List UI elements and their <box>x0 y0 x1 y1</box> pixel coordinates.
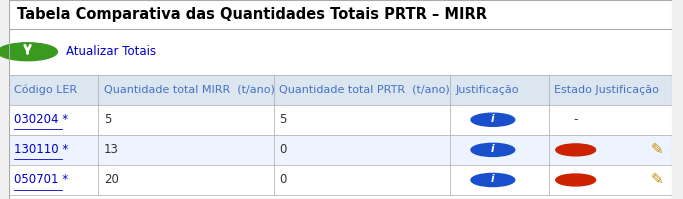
Circle shape <box>556 144 596 156</box>
Text: Justificação: Justificação <box>455 85 518 95</box>
FancyBboxPatch shape <box>98 135 274 165</box>
Circle shape <box>471 143 515 156</box>
Text: Tabela Comparativa das Quantidades Totais PRTR – MIRR: Tabela Comparativa das Quantidades Totai… <box>17 7 487 22</box>
FancyBboxPatch shape <box>9 135 98 165</box>
FancyBboxPatch shape <box>450 135 549 165</box>
FancyBboxPatch shape <box>9 165 98 195</box>
FancyBboxPatch shape <box>274 105 450 135</box>
Text: Quantidade total PRTR  (t/ano): Quantidade total PRTR (t/ano) <box>279 85 450 95</box>
FancyBboxPatch shape <box>549 105 672 135</box>
Text: i: i <box>491 174 494 184</box>
Text: ✎: ✎ <box>651 142 664 157</box>
Text: Código LER: Código LER <box>14 84 77 95</box>
FancyBboxPatch shape <box>274 165 450 195</box>
FancyBboxPatch shape <box>450 105 549 135</box>
Text: i: i <box>491 114 494 124</box>
Text: -: - <box>574 113 578 126</box>
Text: Estado Justificação: Estado Justificação <box>555 85 659 95</box>
FancyBboxPatch shape <box>274 75 450 105</box>
Text: 0: 0 <box>279 174 287 186</box>
Circle shape <box>0 43 57 61</box>
Text: 030204 *: 030204 * <box>14 113 68 126</box>
Text: i: i <box>491 144 494 154</box>
FancyBboxPatch shape <box>549 75 672 105</box>
FancyBboxPatch shape <box>9 105 98 135</box>
Text: 130110 *: 130110 * <box>14 143 68 156</box>
FancyBboxPatch shape <box>274 135 450 165</box>
Text: Atualizar Totais: Atualizar Totais <box>66 45 156 58</box>
FancyBboxPatch shape <box>549 165 672 195</box>
FancyBboxPatch shape <box>450 165 549 195</box>
Text: 5: 5 <box>104 113 111 126</box>
FancyBboxPatch shape <box>549 135 672 165</box>
FancyBboxPatch shape <box>98 105 274 135</box>
FancyBboxPatch shape <box>9 75 98 105</box>
FancyBboxPatch shape <box>98 75 274 105</box>
Text: 050701 *: 050701 * <box>14 174 68 186</box>
Text: Quantidade total MIRR  (t/ano): Quantidade total MIRR (t/ano) <box>104 85 275 95</box>
Circle shape <box>471 113 515 126</box>
FancyBboxPatch shape <box>98 165 274 195</box>
FancyBboxPatch shape <box>9 29 672 199</box>
Circle shape <box>556 174 596 186</box>
Text: ✎: ✎ <box>651 173 664 187</box>
Text: 13: 13 <box>104 143 119 156</box>
Circle shape <box>471 173 515 186</box>
FancyBboxPatch shape <box>450 75 549 105</box>
Text: 5: 5 <box>279 113 287 126</box>
Text: 0: 0 <box>279 143 287 156</box>
FancyBboxPatch shape <box>9 0 672 29</box>
Text: 20: 20 <box>104 174 119 186</box>
